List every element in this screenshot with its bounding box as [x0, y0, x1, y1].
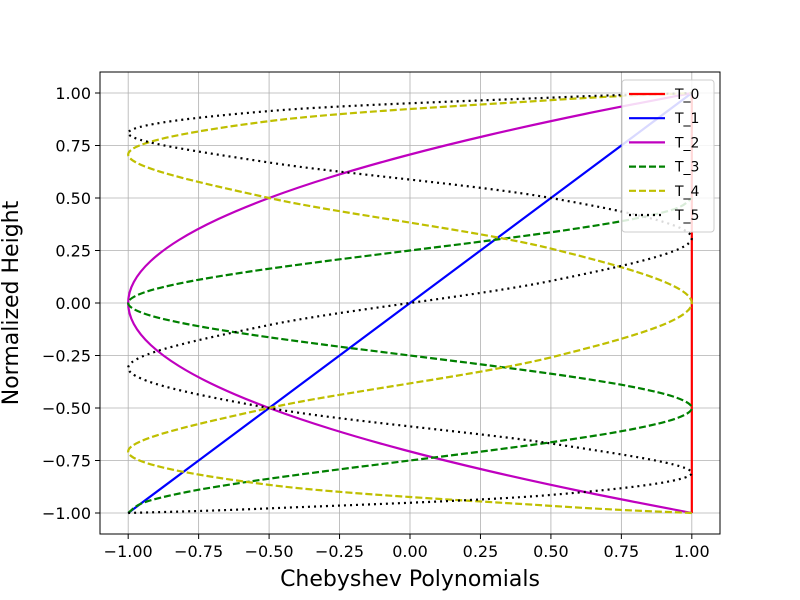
x-axis-label: Chebyshev Polynomials: [280, 567, 540, 592]
y-tick-label: −1.00: [42, 504, 91, 523]
legend-label: T_4: [674, 184, 700, 200]
x-tick-label: 1.00: [674, 542, 710, 561]
legend-label: T_3: [674, 160, 699, 176]
legend-label: T_0: [674, 87, 699, 103]
x-tick-label: −0.50: [245, 542, 294, 561]
y-tick-label: 0.75: [55, 137, 91, 156]
legend-label: T_2: [674, 135, 699, 151]
ticks: −1.00 −0.75 −0.50 −0.25 0.00 0.25 0.50 0.75 1.00…: [42, 84, 710, 561]
series-line-t4: [127, 91, 693, 515]
x-tick-label: 0.75: [604, 542, 640, 561]
legend: T_0 T_1 T_2 T_3 T_4 T_5: [621, 79, 715, 233]
y-tick-label: 0.50: [55, 189, 91, 208]
x-tick-label: −0.25: [315, 542, 364, 561]
x-tick-label: 0.25: [463, 542, 499, 561]
y-tick-label: −0.50: [42, 399, 91, 418]
x-tick-label: −1.00: [104, 542, 153, 561]
x-tick-label: 0.50: [533, 542, 569, 561]
x-tick-label: 0.00: [392, 542, 428, 561]
series-line-t1: [127, 92, 693, 514]
y-axis-label: Normalized Height: [0, 200, 24, 405]
legend-box: [621, 79, 715, 233]
series-layer: [127, 91, 693, 515]
legend-label: T_1: [674, 111, 699, 127]
y-tick-label: 0.00: [55, 294, 91, 313]
series-line-t3: [127, 197, 693, 514]
x-tick-label: −0.75: [174, 542, 223, 561]
y-tick-label: −0.25: [42, 347, 91, 366]
legend-label: T_5: [674, 208, 699, 224]
y-tick-label: 0.25: [55, 242, 91, 261]
y-tick-label: 1.00: [55, 84, 91, 103]
y-tick-label: −0.75: [42, 452, 91, 471]
